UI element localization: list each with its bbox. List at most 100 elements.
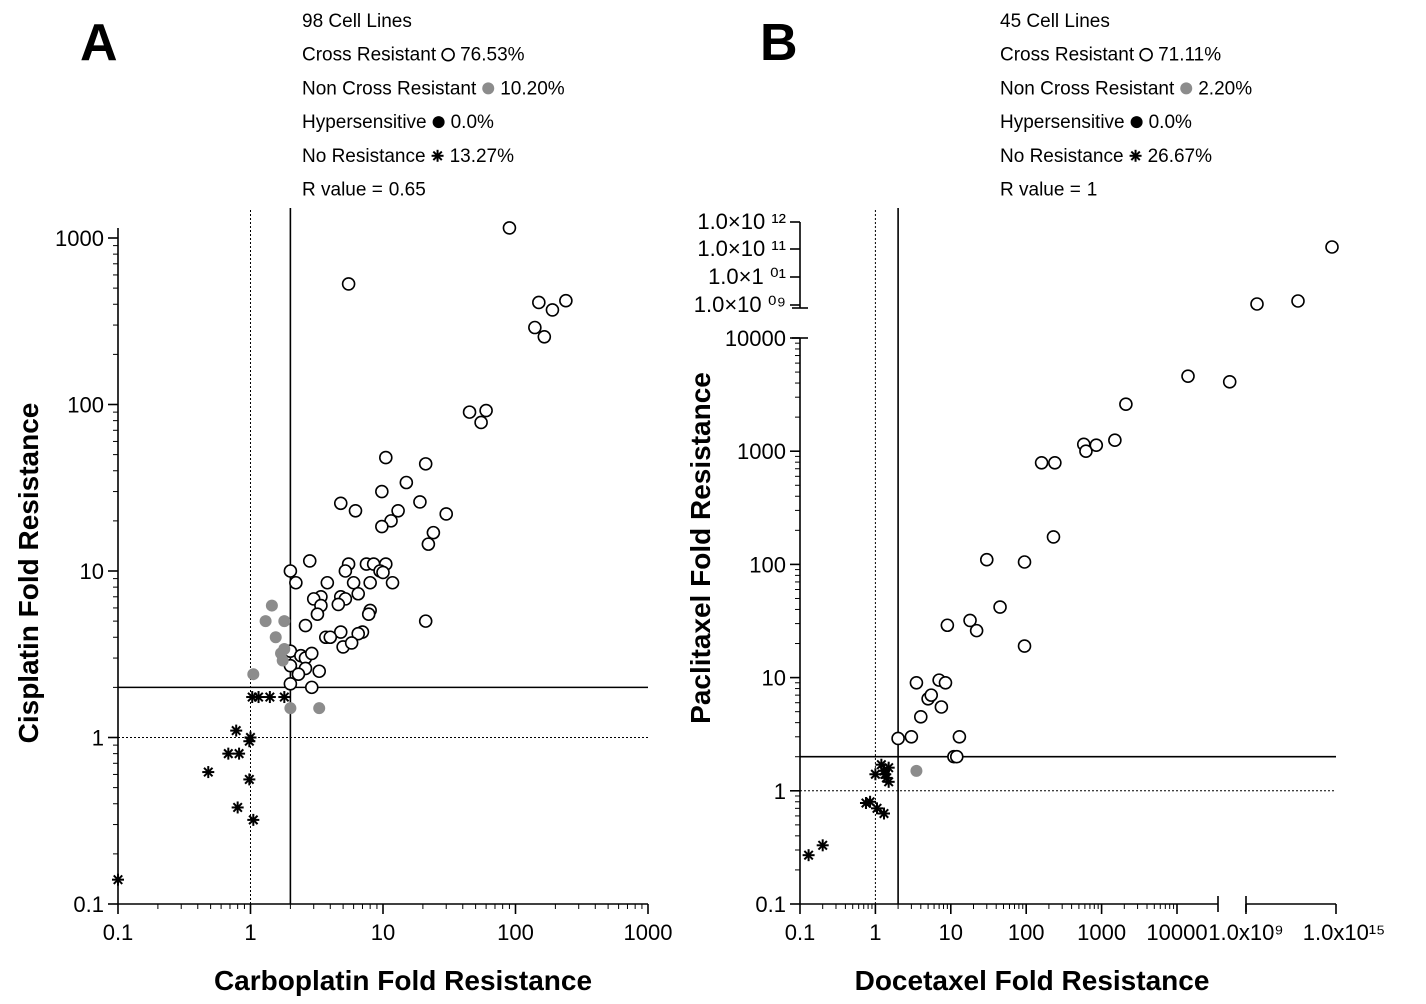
- data-point-open: [291, 667, 306, 681]
- data-point-open-upper: [1325, 240, 1339, 254]
- data-point-star: [877, 807, 890, 820]
- data-point-open: [298, 618, 313, 633]
- data-point-gray: [910, 764, 923, 777]
- data-point-open: [375, 519, 389, 534]
- data-point-star: [244, 731, 257, 744]
- data-point-open: [320, 575, 335, 590]
- y-tick-label-upper: 1.0×1 ⁰¹: [708, 264, 786, 289]
- legend-marker-gray: [1180, 82, 1193, 95]
- data-point-open: [289, 575, 303, 590]
- data-point-open: [891, 731, 905, 746]
- legend-marker-star: [1129, 149, 1142, 162]
- data-point-open-upper: [1291, 294, 1305, 308]
- data-point-open: [304, 680, 319, 695]
- data-point-open: [934, 700, 949, 714]
- y-tick-label: 100: [67, 393, 104, 418]
- legend-value-3: 0.0%: [1149, 112, 1192, 133]
- data-point-star: [870, 802, 883, 815]
- data-point-star: [247, 813, 260, 826]
- data-point-star: [112, 873, 124, 886]
- data-point-open: [924, 688, 939, 702]
- data-point-open: [913, 710, 928, 724]
- legend-line-2: Non Cross Resistant: [1000, 78, 1175, 99]
- data-point-open: [502, 221, 517, 235]
- data-point-open: [331, 597, 346, 612]
- data-point-open: [302, 554, 317, 568]
- data-point-open: [904, 729, 919, 744]
- x-tick-label: 1: [244, 920, 256, 945]
- legend-value-4: 13.27%: [450, 146, 515, 167]
- data-point-open: [559, 293, 573, 308]
- legend-value-4: 26.67%: [1148, 146, 1213, 167]
- data-point-star: [231, 801, 244, 814]
- x-tick-label: 1000: [1077, 920, 1126, 945]
- data-point-open: [323, 630, 338, 645]
- y-axis-title: Paclitaxel Fold Resistance: [685, 372, 716, 724]
- data-point-open: [341, 277, 356, 291]
- data-point-open: [421, 537, 436, 551]
- data-point-open: [344, 636, 359, 650]
- data-point-open: [1046, 530, 1061, 544]
- legend-line-1: Cross Resistant: [1000, 45, 1135, 66]
- data-point-star: [816, 839, 829, 852]
- data-point-open: [418, 457, 433, 471]
- x-tick-label: 100: [497, 920, 534, 945]
- data-point-gray: [284, 702, 297, 715]
- data-point-star: [263, 691, 276, 704]
- legend-value-1: 71.11%: [1158, 45, 1221, 66]
- legend-line-0: 45 Cell Lines: [1000, 11, 1110, 32]
- data-point-open: [1017, 555, 1032, 569]
- legend-line-5: R value =: [302, 180, 383, 201]
- x-tick-label: 0.1: [103, 920, 134, 945]
- data-point-open: [426, 525, 441, 540]
- legend-line-5: R value =: [1000, 180, 1081, 201]
- legend-value-2: 2.20%: [1198, 78, 1252, 99]
- data-point-open: [418, 614, 433, 628]
- data-point-star: [222, 747, 235, 760]
- y-tick-label: 10000: [725, 326, 786, 351]
- x-tick-label: 10000: [1146, 920, 1207, 945]
- data-point-open: [375, 484, 389, 499]
- legend-line-1: Cross Resistant: [302, 45, 437, 66]
- x-tick-label: 10: [939, 920, 963, 945]
- panel-letter-b: B: [760, 14, 798, 72]
- legend-marker-open: [1139, 47, 1153, 62]
- x-tick-label: 10: [371, 920, 395, 945]
- data-point-open: [1089, 438, 1104, 452]
- data-point-gray: [247, 668, 260, 681]
- y-tick-label-upper: 1.0×10 ¹²: [697, 209, 786, 234]
- data-point-open: [333, 496, 348, 511]
- data-point-star: [278, 691, 291, 704]
- x-tick-label: 100: [1008, 920, 1045, 945]
- data-point-open: [938, 675, 953, 690]
- y-tick-label: 10: [762, 666, 786, 691]
- legend-line-0: 98 Cell Lines: [302, 11, 412, 32]
- x-tick-label: 1000: [624, 920, 673, 945]
- x-axis-title: Docetaxel Fold Resistance: [855, 965, 1210, 996]
- data-point-open: [1181, 369, 1195, 383]
- data-point-open: [545, 303, 560, 317]
- data-point-open: [462, 405, 477, 419]
- y-tick-label: 1: [774, 779, 786, 804]
- y-tick-label: 100: [749, 552, 786, 577]
- legend-value-3: 0.0%: [451, 112, 494, 133]
- legend-marker-open: [441, 47, 455, 62]
- data-point-open: [479, 403, 493, 418]
- data-point-star: [230, 724, 243, 737]
- legend-marker-filled: [432, 116, 445, 129]
- data-point-open: [391, 503, 405, 518]
- data-point-star: [243, 773, 256, 786]
- data-point-open: [1034, 455, 1049, 470]
- data-point-open: [537, 330, 552, 344]
- y-axis-title: Cisplatin Fold Resistance: [13, 403, 44, 744]
- data-point-gray: [276, 654, 289, 667]
- y-tick-label: 1000: [55, 226, 104, 251]
- data-point-open: [363, 575, 377, 590]
- legend-line-3: Hypersensitive: [302, 112, 427, 133]
- y-tick-label: 1: [92, 726, 104, 751]
- data-point-open: [399, 475, 414, 490]
- y-tick-label: 0.1: [73, 892, 104, 917]
- legend-value-5: 0.65: [389, 180, 426, 201]
- legend-line-4: No Resistance: [302, 146, 426, 167]
- data-point-open: [532, 295, 546, 310]
